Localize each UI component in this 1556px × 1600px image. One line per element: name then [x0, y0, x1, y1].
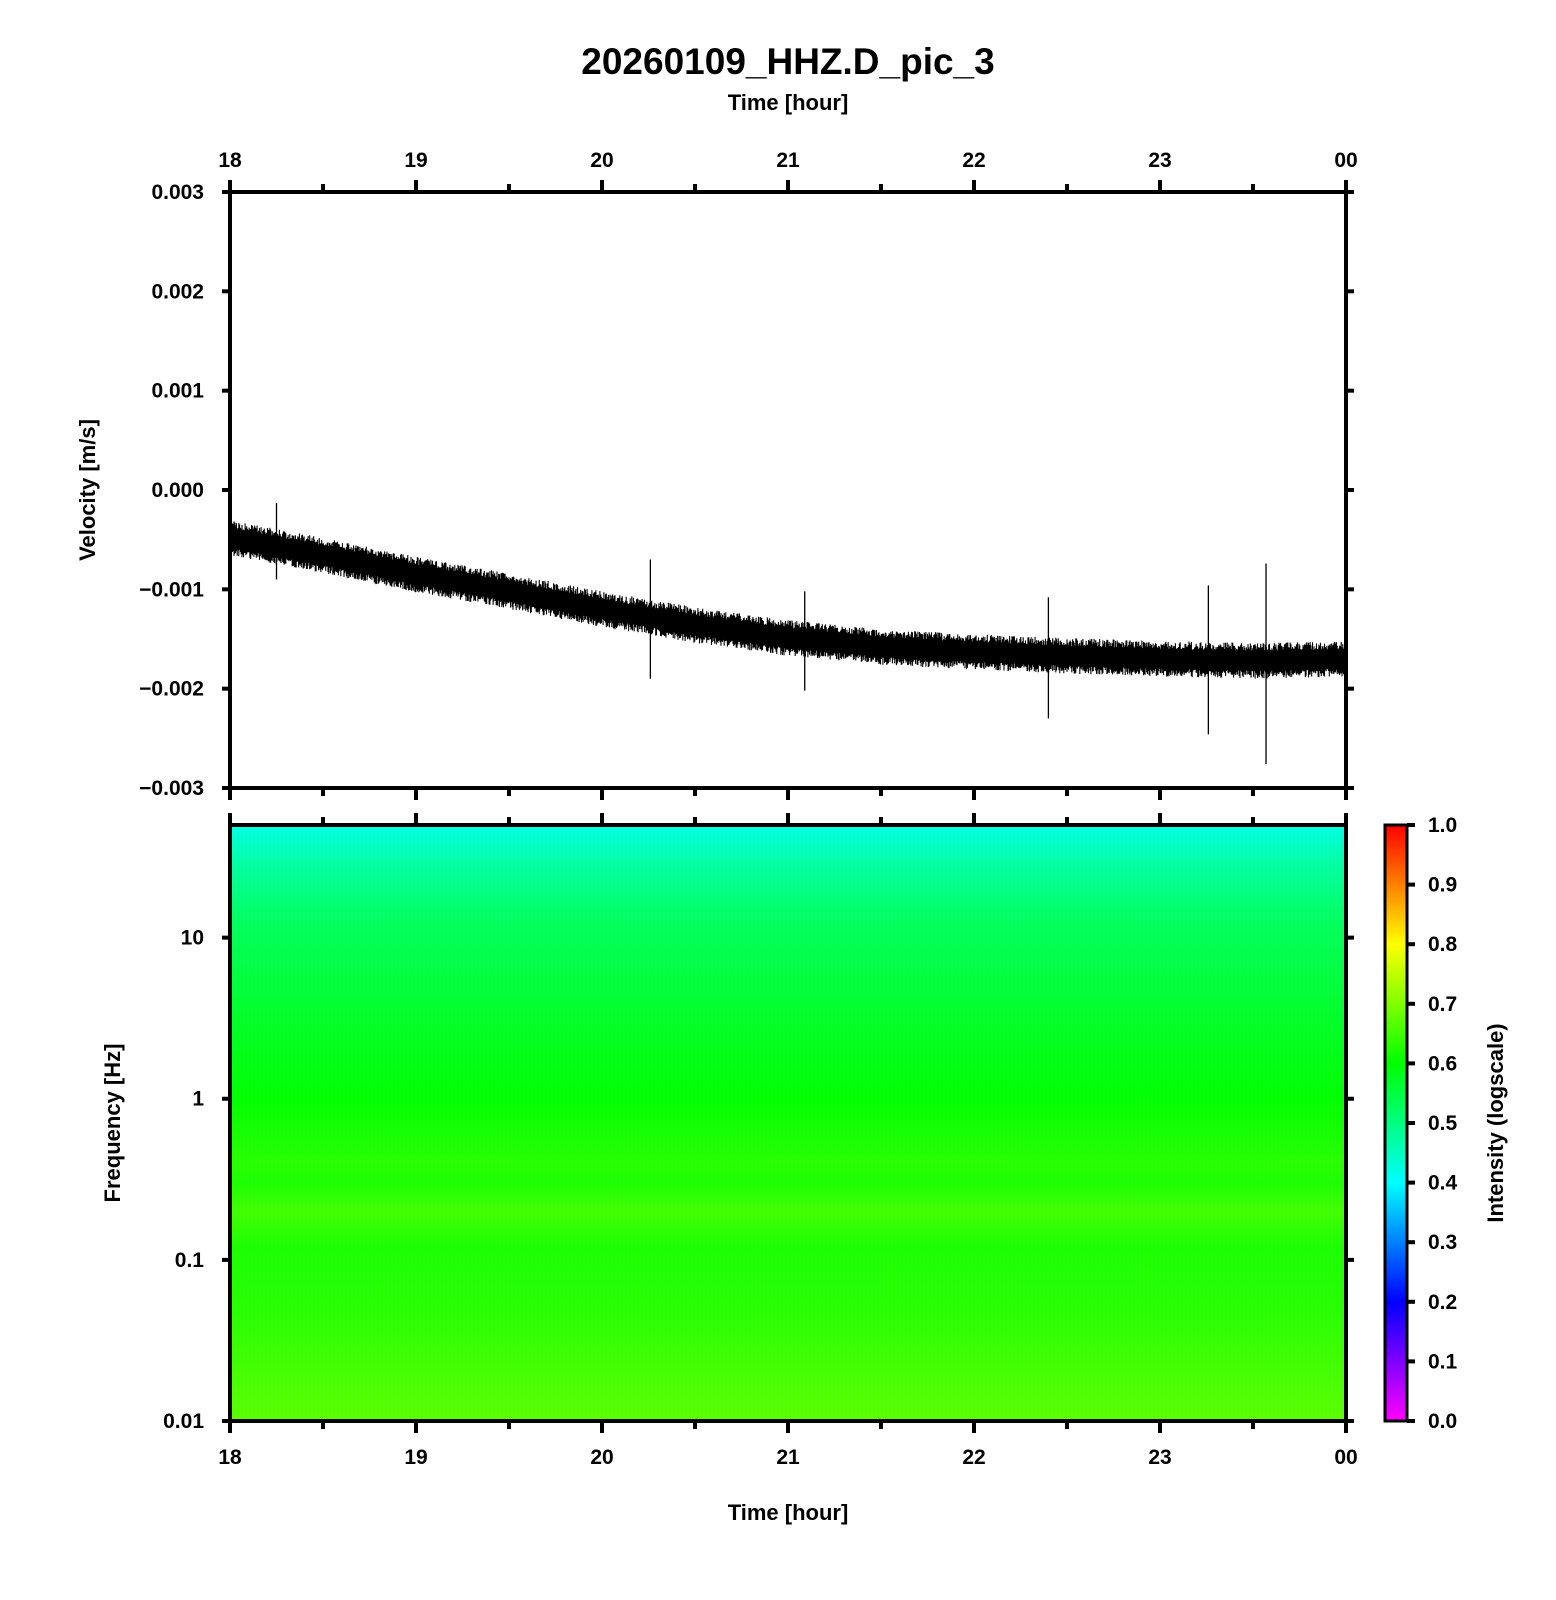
colorbar-tick-label: 0.2: [1428, 1291, 1457, 1314]
waveform-x-tick-label-top: 20: [590, 149, 613, 172]
colorbar-tick-label: 0.7: [1428, 993, 1457, 1016]
spectrogram-y-axis-label: Frequency [Hz]: [100, 1044, 125, 1203]
waveform-y-tick-label: 0.002: [151, 280, 204, 303]
spectrogram-y-tick-label: 0.01: [163, 1410, 204, 1433]
colorbar-tick-label: 0.8: [1428, 933, 1458, 956]
spectrogram-x-tick-label-bottom: 20: [590, 1446, 613, 1469]
spectrogram-x-tick-label-bottom: 22: [962, 1446, 985, 1469]
waveform-y-tick-label: 0.000: [151, 479, 204, 502]
colorbar-tick-label: 0.1: [1428, 1350, 1458, 1373]
spectrogram-y-tick-label: 0.1: [175, 1249, 205, 1272]
waveform-x-tick-label-top: 19: [404, 149, 427, 172]
waveform-noise-band: [230, 521, 1346, 679]
colorbar-gradient: [1383, 823, 1409, 1423]
waveform-x-tick-label-top: 22: [962, 149, 985, 172]
spectrogram-y-tick-label: 10: [181, 927, 204, 950]
colorbar: 0.0 0.1 0.2 0.3 0.4 0.5 0.6 0.7 0.8 0.9 1.0 Intens…: [1383, 814, 1508, 1433]
spectrogram-x-tick-label-bottom: 23: [1148, 1446, 1171, 1469]
waveform-y-axis-label: Velocity [m/s]: [75, 419, 100, 561]
waveform-y-tick-label: −0.001: [139, 578, 204, 601]
spectrogram-x-tick-label-bottom: 21: [776, 1446, 800, 1469]
spectrogram-y-tick-label: 1: [192, 1088, 204, 1111]
waveform-trace: [230, 502, 1346, 765]
spectrogram-x-tick-label-bottom: 18: [218, 1446, 242, 1469]
top-x-axis-label: Time [hour]: [728, 90, 849, 115]
colorbar-tick-label: 1.0: [1428, 814, 1457, 837]
colorbar-label: Intensity (logscale): [1483, 1023, 1508, 1222]
colorbar-tick-label: 0.3: [1428, 1231, 1457, 1254]
waveform-y-tick-label: −0.002: [139, 678, 204, 701]
spectrogram-x-tick-label-bottom: 00: [1334, 1446, 1357, 1469]
colorbar-axes: 0.0 0.1 0.2 0.3 0.4 0.5 0.6 0.7 0.8 0.9 1.0: [1407, 814, 1458, 1433]
colorbar-tick-label: 0.6: [1428, 1052, 1457, 1075]
chart-title: 20260109_HHZ.D_pic_3: [581, 41, 994, 82]
spectrogram-x-tick-label-bottom: 19: [404, 1446, 427, 1469]
waveform-x-tick-label-top: 21: [776, 149, 800, 172]
waveform-x-tick-label-top: 18: [218, 149, 242, 172]
waveform-y-tick-label: 0.003: [151, 181, 204, 204]
waveform-frame: [228, 190, 1348, 790]
waveform-x-tick-label-top: 00: [1334, 149, 1357, 172]
colorbar-tick-label: 0.0: [1428, 1410, 1457, 1433]
colorbar-tick-label: 0.4: [1428, 1172, 1458, 1195]
waveform-x-tick-label-top: 23: [1148, 149, 1171, 172]
spectrogram-image: [230, 825, 1346, 1421]
bottom-x-axis-label: Time [hour]: [728, 1500, 849, 1525]
waveform-panel: −0.003 −0.002 −0.001 0.000 0.001 0.002 0.003 18…: [75, 149, 1358, 800]
spectrogram-axes: 0.01 0.1 1 10 18 19 20 21 22 23 00: [163, 813, 1358, 1469]
waveform-axes: −0.003 −0.002 −0.001 0.000 0.001 0.002 0.003 18…: [139, 149, 1358, 800]
waveform-y-tick-label: 0.001: [151, 380, 204, 403]
waveform-y-tick-label: −0.003: [139, 777, 204, 800]
colorbar-tick-label: 0.9: [1428, 874, 1457, 897]
colorbar-tick-label: 0.5: [1428, 1112, 1458, 1135]
